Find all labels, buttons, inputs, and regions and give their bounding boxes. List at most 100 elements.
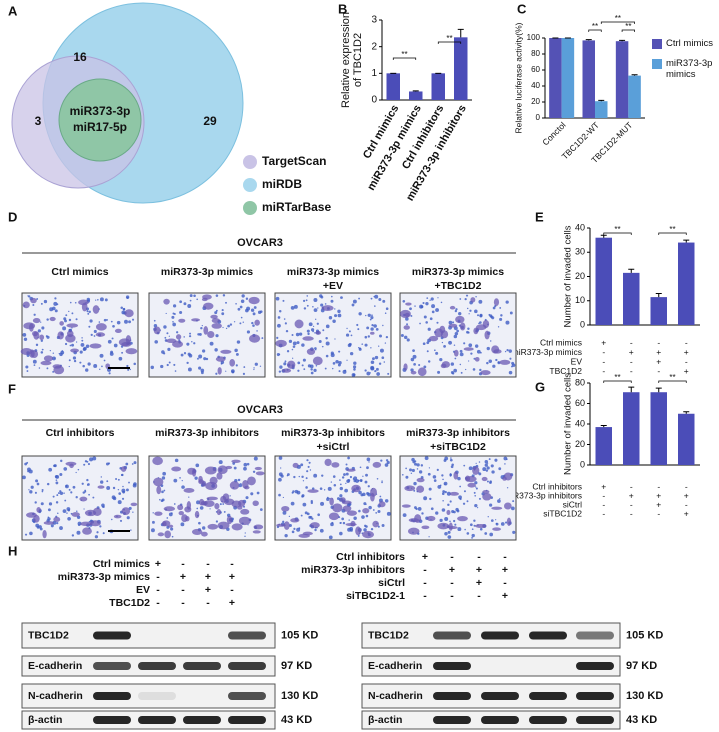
cell-dot [358,312,362,316]
cell-dot [413,489,416,492]
cell-dot [381,356,385,360]
cell-dot [436,468,439,471]
cell-dot [309,469,312,471]
cell-blob [191,318,201,322]
cell-dot [170,512,173,515]
cell-dot [261,337,264,340]
cell-blob [473,327,479,335]
cell-dot [364,480,368,484]
cell-dot [353,516,357,521]
condition-label: Ctrl inhibitors [532,481,582,491]
cell-dot [374,305,376,307]
cell-dot [68,365,70,368]
bar [409,91,423,100]
cell-dot [443,345,446,348]
cell-dot [441,474,444,477]
cell-blob [405,302,412,306]
cell-dot [313,473,318,478]
cell-blob [255,471,265,476]
cell-dot [411,468,415,473]
cell-dot [256,491,260,495]
cell-blob [175,334,182,340]
cell-blob [340,497,346,503]
bar [595,237,612,325]
cell-dot [450,465,454,469]
cell-dot [448,340,452,345]
condition-sign: + [476,564,482,576]
cell-dot [189,299,192,302]
cell-dot [358,347,362,351]
cell-blob [351,484,361,493]
bar [582,40,595,118]
cell-dot [250,308,255,312]
cell-dot [239,322,242,325]
blot-band [529,716,567,724]
cell-dot [223,510,226,513]
cell-dot [288,339,293,343]
condition-sign: + [229,571,235,583]
cell-dot [54,309,58,313]
cell-blob [253,524,264,530]
cell-dot [423,315,427,319]
cell-dot [201,325,203,327]
cell-dot [479,321,482,324]
cell-dot [370,297,373,300]
cell-dot [101,365,103,368]
legend-swatch [652,59,662,69]
cell-dot [376,477,379,480]
cell-blob [210,314,218,319]
cell-dot [317,513,320,517]
cell-blob [470,297,476,303]
cell-dot [375,512,378,514]
cell-dot [118,356,123,361]
cell-dot [423,496,428,501]
cell-dot [381,523,385,527]
x-tick-label: Conctol [540,120,568,148]
cell-dot [446,491,451,496]
cell-blob [408,527,420,535]
cell-dot [306,295,309,297]
significance-label: ** [625,22,631,31]
cell-blob [370,487,377,497]
cell-dot [39,527,43,531]
y-tick-label: 40 [575,222,585,232]
cell-dot [375,367,379,371]
cell-dot [84,460,88,463]
blot-band [433,631,471,640]
cell-dot [508,349,512,353]
condition-sign: + [205,571,211,583]
cell-dot [22,332,27,337]
cell-dot [305,299,308,302]
cell-dot [485,469,489,472]
blot-band [529,631,567,640]
cell-dot [500,522,505,526]
cell-blob [207,331,215,338]
cell-dot [453,344,456,346]
cell-dot [290,501,295,506]
error-bar [683,239,690,243]
cell-dot [484,463,488,467]
cell-blob [152,456,163,466]
cell-dot [498,467,502,471]
cell-dot [360,480,363,483]
cell-dot [499,307,502,309]
bar [454,37,468,100]
cell-dot [469,523,473,527]
cell-blob [410,370,417,375]
cell-dot [377,525,380,528]
cell-blob [238,516,251,526]
cell-dot [508,370,513,375]
blot-band [228,662,266,670]
cell-blob [57,331,64,340]
cell-dot [385,335,389,339]
cell-dot [484,532,488,535]
cell-dot [85,344,90,348]
cell-dot [489,481,492,485]
condition-label: siTBC1D2 [543,508,582,518]
cell-dot [128,481,130,484]
cell-dot [129,368,132,371]
cell-blob [71,512,80,517]
cell-dot [328,535,333,540]
significance-label: ** [401,50,407,59]
image-caption: +siCtrl [317,441,350,453]
